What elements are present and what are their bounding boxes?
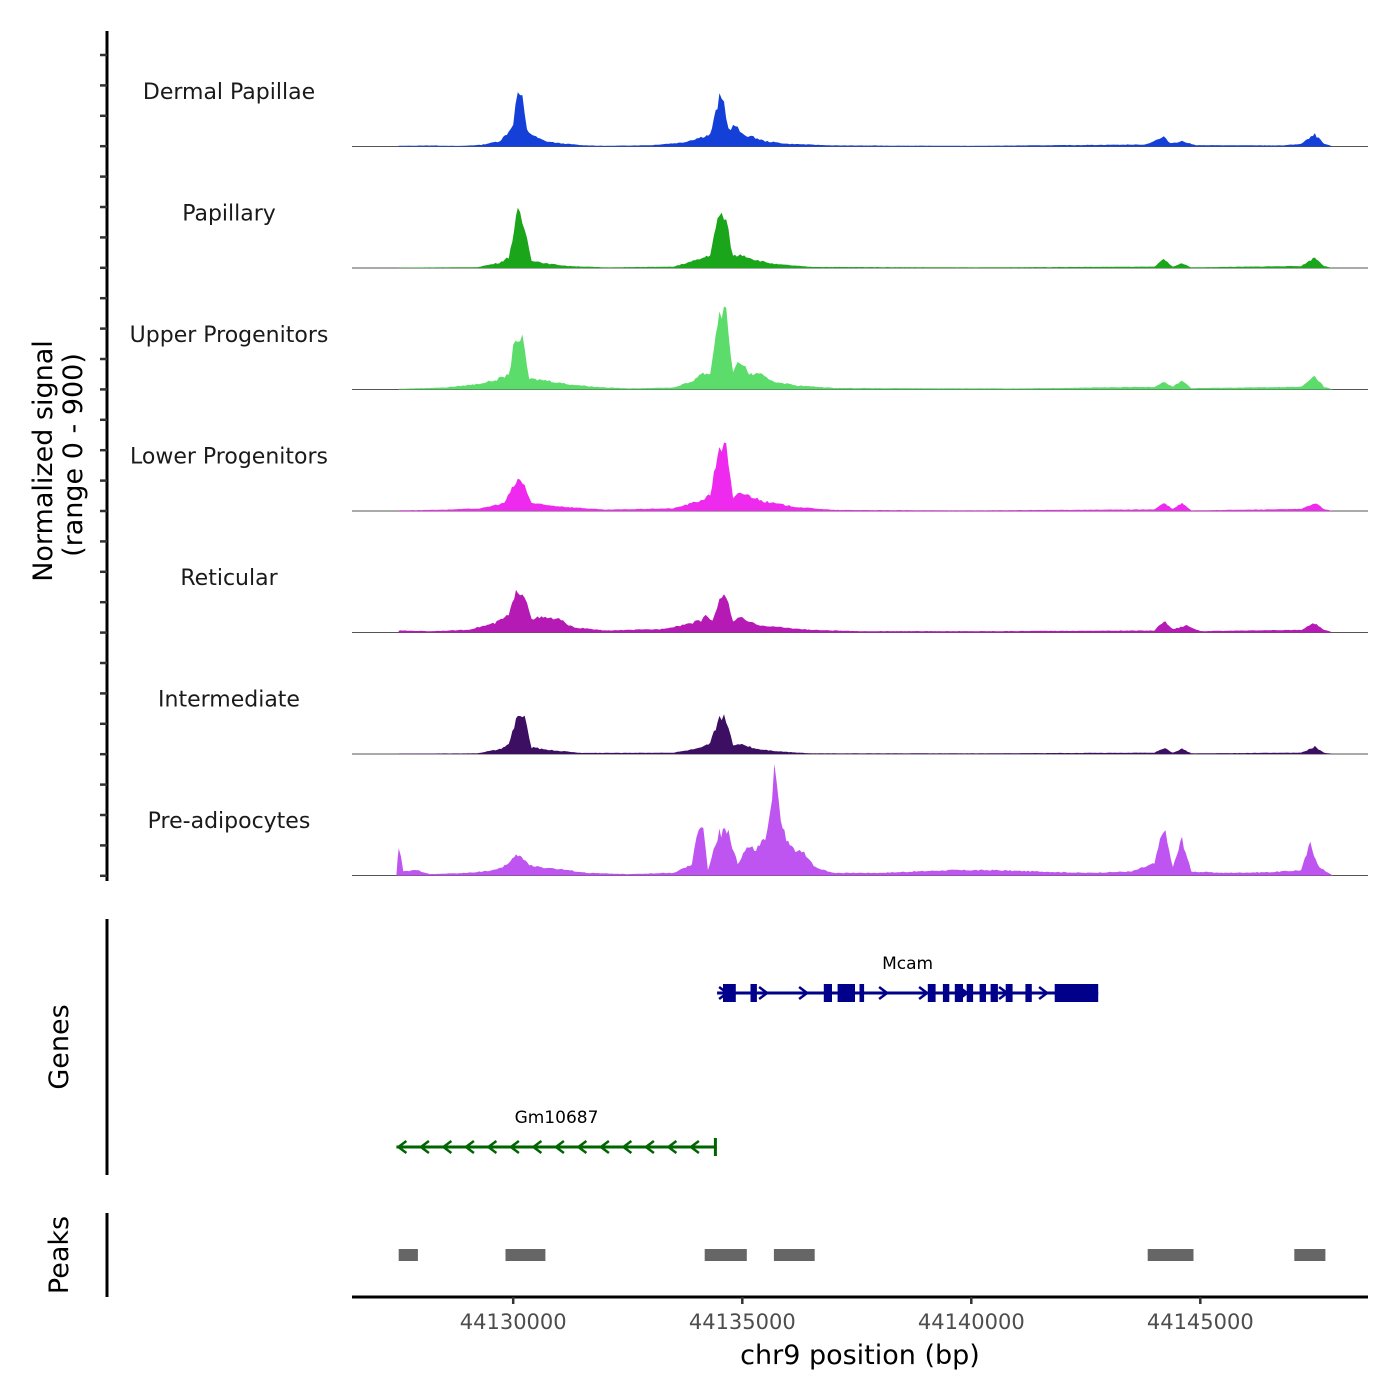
track-papillary: Papillary (182, 202, 1368, 269)
signal-tracks: Dermal Papillae Papillary Upper Progenitor… (130, 80, 1368, 876)
gene-exon (979, 984, 986, 1002)
gene-gm10687[interactable]: Gm10687 (396, 1108, 717, 1156)
gene-exon (1025, 984, 1032, 1002)
chevron-left-icon (553, 1140, 565, 1154)
signal-area (398, 714, 1334, 754)
chevron-left-icon (418, 1140, 430, 1154)
peak-region[interactable] (1147, 1249, 1194, 1261)
peak-region[interactable] (773, 1249, 815, 1261)
x-tick-label: 44145000 (1147, 1310, 1254, 1334)
gene-mcam[interactable]: Mcam (717, 954, 1099, 1002)
peaks-panel-label: Peaks (44, 1216, 75, 1294)
gene-exon (823, 984, 832, 1002)
signal-area (398, 92, 1334, 147)
x-tick-label: 44130000 (460, 1310, 567, 1334)
track-label: Upper Progenitors (130, 323, 329, 348)
track-intermediate: Intermediate (158, 688, 1368, 755)
chevron-left-icon (486, 1140, 498, 1154)
signal-area (398, 589, 1334, 633)
gene-exon (713, 1138, 717, 1156)
track-lower-progenitors: Lower Progenitors (130, 442, 1368, 512)
chevron-left-icon (396, 1140, 408, 1154)
chevron-right-icon (878, 986, 890, 1000)
chevron-left-icon (621, 1140, 633, 1154)
gene-exon (750, 984, 757, 1002)
y-axis-title-line2: (range 0 - 900) (58, 353, 89, 557)
chevron-left-icon (441, 1140, 453, 1154)
track-pre-adipocytes: Pre-adipocytes (148, 763, 1368, 876)
track-dermal-papillae: Dermal Papillae (143, 80, 1368, 147)
chevron-right-icon (758, 986, 770, 1000)
gene-exon (966, 984, 974, 1002)
chevron-right-icon (1038, 986, 1050, 1000)
track-label: Pre-adipocytes (148, 809, 311, 834)
x-axis-ticks: 44130000 44135000 44140000 44145000 (460, 1297, 1254, 1334)
chevron-left-icon (666, 1140, 678, 1154)
chevron-right-icon (918, 986, 930, 1000)
track-label: Intermediate (158, 688, 300, 713)
chevron-left-icon (688, 1140, 700, 1154)
gene-exon (723, 984, 736, 1002)
track-label: Lower Progenitors (130, 445, 328, 470)
gene-exon (1005, 984, 1013, 1002)
peak-region[interactable] (1294, 1249, 1326, 1261)
chevron-left-icon (531, 1140, 543, 1154)
x-tick-label: 44135000 (689, 1310, 796, 1334)
coverage-panel: Normalized signal (range 0 - 900) Dermal… (28, 31, 1368, 881)
gene-exon (1054, 984, 1099, 1002)
gene-label: Mcam (882, 954, 933, 974)
peak-region[interactable] (704, 1249, 747, 1261)
gene-exon (990, 984, 998, 1002)
track-reticular: Reticular (180, 566, 1368, 633)
track-label: Papillary (182, 202, 276, 227)
chevron-left-icon (463, 1140, 475, 1154)
peak-region[interactable] (505, 1249, 546, 1261)
chevron-left-icon (643, 1140, 655, 1154)
chevron-left-icon (508, 1140, 520, 1154)
x-tick-label: 44140000 (918, 1310, 1025, 1334)
gene-exon (927, 984, 936, 1002)
x-axis-title: chr9 position (bp) (740, 1340, 980, 1371)
y-axis-ticks (100, 53, 107, 878)
track-label: Reticular (180, 566, 278, 591)
peaks-panel: Peaks (44, 1213, 1326, 1297)
y-axis-title-line1: Normalized signal (28, 340, 59, 582)
genes-panel-label: Genes (44, 1004, 75, 1089)
signal-area (398, 207, 1334, 268)
signal-area (398, 306, 1334, 390)
track-upper-progenitors: Upper Progenitors (130, 306, 1368, 390)
track-label: Dermal Papillae (143, 80, 315, 105)
gene-label: Gm10687 (515, 1108, 599, 1128)
gene-exon (954, 984, 963, 1002)
chevron-right-icon (798, 986, 810, 1000)
gene-exon (859, 984, 865, 1002)
chevron-left-icon (598, 1140, 610, 1154)
peak-regions (398, 1249, 1326, 1261)
x-axis: 44130000 44135000 44140000 44145000 chr9 po… (352, 1295, 1368, 1371)
chevron-left-icon (576, 1140, 588, 1154)
gene-exon (942, 984, 950, 1002)
gene-models: Mcam Gm10687 (396, 954, 1099, 1156)
genes-panel: Genes Mcam Gm10687 (44, 919, 1099, 1175)
gene-exon (837, 984, 855, 1002)
signal-area (396, 763, 1334, 876)
signal-area (398, 442, 1334, 511)
peak-region[interactable] (398, 1249, 418, 1261)
